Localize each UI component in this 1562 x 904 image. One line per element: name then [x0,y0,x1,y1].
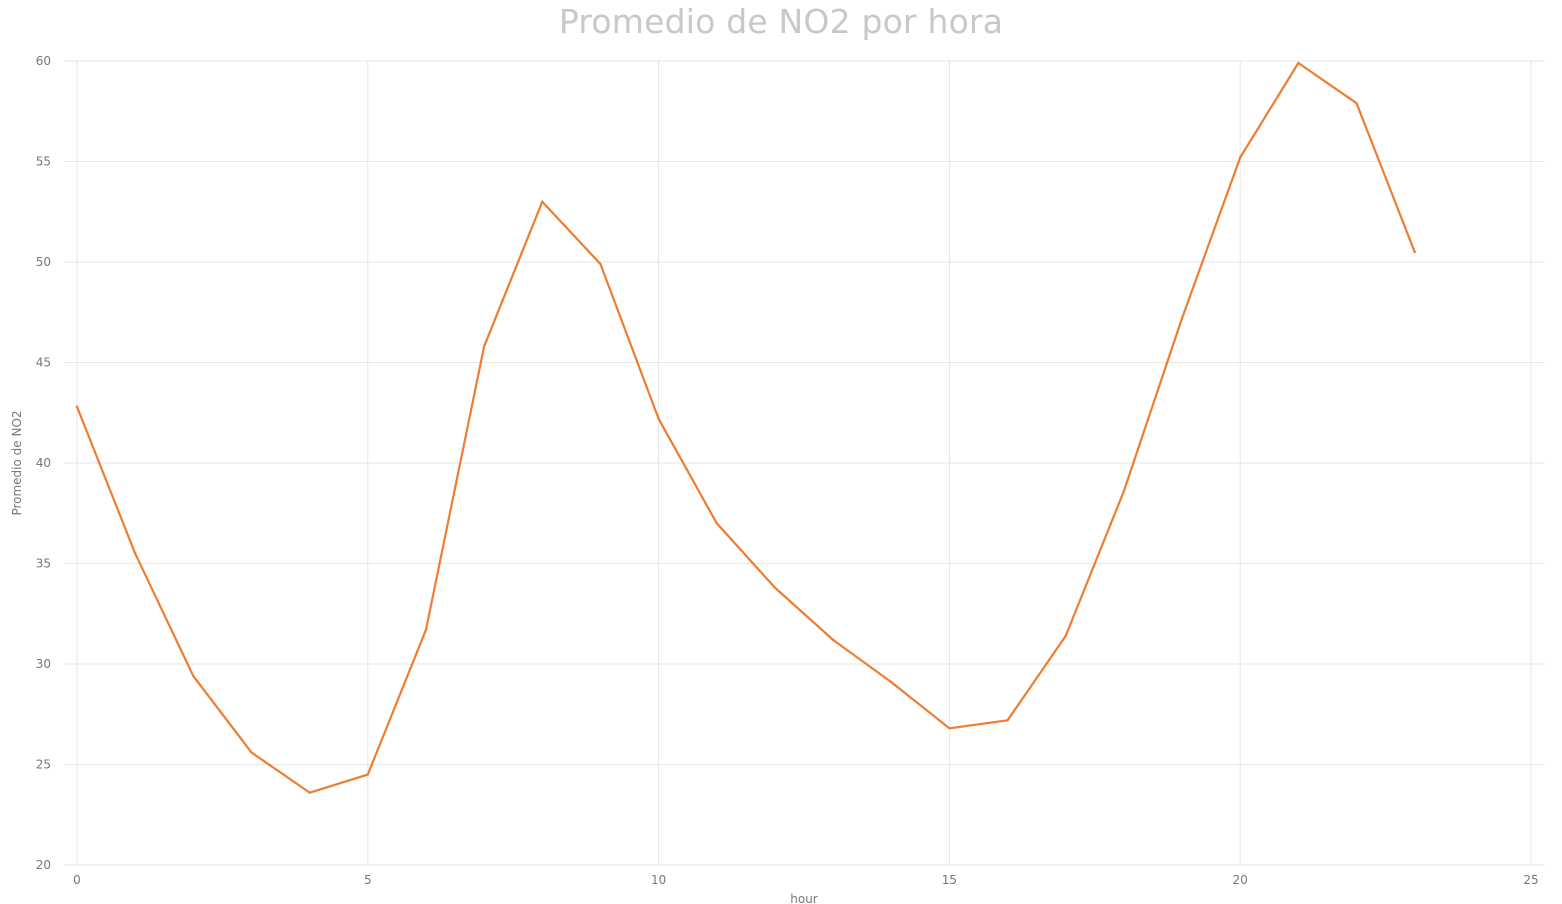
y-axis-ticks: 20 25 30 35 40 45 50 55 60 [36,54,51,872]
x-tick-label: 5 [364,873,372,887]
data-point[interactable] [1239,156,1242,159]
y-axis-title: Promedio de NO2 [10,410,24,515]
y-tick-label: 25 [36,758,51,772]
series-line [75,61,1416,794]
chart-title: Promedio de NO2 por hora [558,2,1004,41]
x-tick-label: 20 [1233,873,1248,887]
data-point[interactable] [657,417,660,420]
data-point[interactable] [1122,489,1126,493]
data-point[interactable] [75,405,79,408]
data-point[interactable] [308,791,311,794]
data-point[interactable] [482,345,486,348]
data-point[interactable] [1006,719,1009,722]
series-layer [75,61,1416,794]
data-point[interactable] [599,262,602,266]
data-point[interactable] [890,680,893,684]
data-point[interactable] [773,586,777,589]
y-tick-label: 45 [36,356,51,370]
data-point[interactable] [1413,250,1416,254]
y-tick-label: 40 [36,456,51,470]
x-axis-title: hour [790,892,818,904]
data-point[interactable] [1180,317,1184,320]
data-point[interactable] [192,674,195,678]
data-point[interactable] [133,552,137,555]
y-tick-label: 20 [36,858,51,872]
data-point[interactable] [1064,634,1067,638]
data-point[interactable] [250,751,253,754]
y-tick-label: 50 [36,255,51,269]
data-point[interactable] [715,522,718,525]
gridlines [64,60,1545,866]
x-tick-label: 0 [73,873,81,887]
data-point[interactable] [1297,61,1300,65]
data-point[interactable] [831,638,835,642]
y-tick-label: 55 [36,155,51,169]
x-tick-label: 25 [1523,873,1538,887]
x-tick-label: 15 [942,873,957,887]
y-tick-label: 35 [36,557,51,571]
data-point[interactable] [424,628,428,632]
x-axis-ticks: 0 5 10 15 20 25 [73,873,1538,887]
x-tick-label: 10 [651,873,666,887]
data-point[interactable] [1355,102,1358,105]
data-point[interactable] [541,200,544,203]
y-tick-label: 60 [36,54,51,68]
y-tick-label: 30 [36,657,51,671]
data-point[interactable] [948,727,951,730]
data-point[interactable] [366,773,369,776]
